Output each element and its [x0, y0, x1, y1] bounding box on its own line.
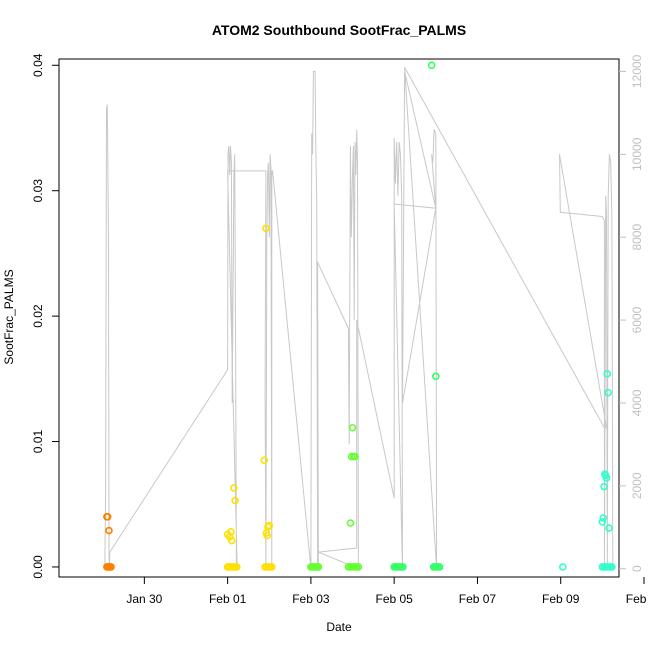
y2-tick-label-6: 12000 — [630, 54, 644, 88]
chart-title: ATOM2 Southbound SootFrac_PALMS — [212, 22, 466, 38]
x-tick-label-3: Feb 05 — [375, 592, 413, 606]
data-point-1-19 — [262, 224, 270, 233]
data-point-3-12 — [427, 61, 436, 70]
data-point-1-4 — [230, 484, 238, 492]
data-point-3-13 — [432, 372, 440, 381]
y-tick-label-2: 0.02 — [31, 304, 45, 328]
data-point-1-12 — [232, 563, 241, 571]
data-point-2-16 — [348, 423, 357, 432]
x-axis: Jan 30 Feb 01 Feb 03 Feb 05 Feb 07 Feb 09 Feb … — [126, 577, 650, 606]
data-point-4-10 — [600, 482, 608, 491]
x-tick-label-5: Feb 09 — [542, 592, 580, 606]
plot-frame — [58, 58, 620, 578]
y-tick-label-0: 0.00 — [31, 555, 45, 579]
y2-tick-label-3: 6000 — [630, 306, 644, 333]
data-point-4-15 — [604, 388, 612, 397]
y-tick-label-4: 0.04 — [31, 53, 45, 77]
data-point-1-21 — [263, 531, 271, 540]
y-tick-label-1: 0.01 — [31, 430, 45, 454]
data-point-1-23 — [265, 521, 274, 530]
y-axis: 0.00 0.01 0.02 0.03 0.04 — [31, 53, 59, 579]
data-point-1-5 — [231, 496, 239, 505]
data-point-2-13 — [354, 563, 363, 571]
altitude-polyline — [104, 67, 614, 570]
data-point-1-17 — [267, 563, 276, 571]
data-point-1-22 — [264, 523, 272, 531]
x-tick-label-2: Feb 03 — [292, 592, 330, 606]
data-point-1-18 — [260, 456, 269, 465]
data-point-1-3 — [227, 536, 236, 545]
data-point-4-7 — [608, 563, 616, 571]
data-point-2-18 — [351, 452, 359, 461]
data-point-4-0 — [558, 563, 567, 571]
x-tick-label-1: Feb 01 — [209, 592, 247, 606]
y-tick-label-3: 0.03 — [31, 179, 45, 203]
y2-tick-label-1: 2000 — [630, 472, 644, 499]
y-axis-label: SootFrac_PALMS — [2, 269, 16, 364]
y2-axis: 0 2000 4000 6000 8000 10000 12000 — [619, 54, 644, 572]
data-point-1-2 — [227, 528, 235, 536]
data-point-0-2 — [105, 526, 113, 535]
data-point-3-11 — [435, 563, 444, 571]
x-tick-label-6: Feb 11 — [626, 592, 650, 606]
x-axis-label: Date — [326, 620, 352, 634]
data-point-0-8 — [107, 563, 115, 571]
y2-tick-label-5: 10000 — [630, 137, 644, 171]
data-point-4-9 — [599, 514, 607, 522]
data-point-4-16 — [605, 524, 613, 532]
data-point-2-14 — [346, 519, 355, 527]
data-point-3-6 — [399, 563, 407, 571]
data-point-4-14 — [603, 370, 612, 378]
data-point-4-8 — [598, 518, 607, 526]
data-point-4-13 — [602, 474, 611, 482]
x-tick-label-0: Jan 30 — [126, 592, 162, 606]
altitude-line — [104, 67, 614, 570]
data-point-0-1 — [103, 512, 112, 521]
data-points — [103, 61, 616, 571]
data-point-2-6 — [314, 563, 323, 571]
y2-tick-label-4: 8000 — [630, 224, 644, 251]
y2-tick-label-2: 4000 — [630, 389, 644, 416]
x-tick-label-4: Feb 07 — [459, 592, 497, 606]
y2-tick-label-0: 0 — [630, 565, 644, 572]
